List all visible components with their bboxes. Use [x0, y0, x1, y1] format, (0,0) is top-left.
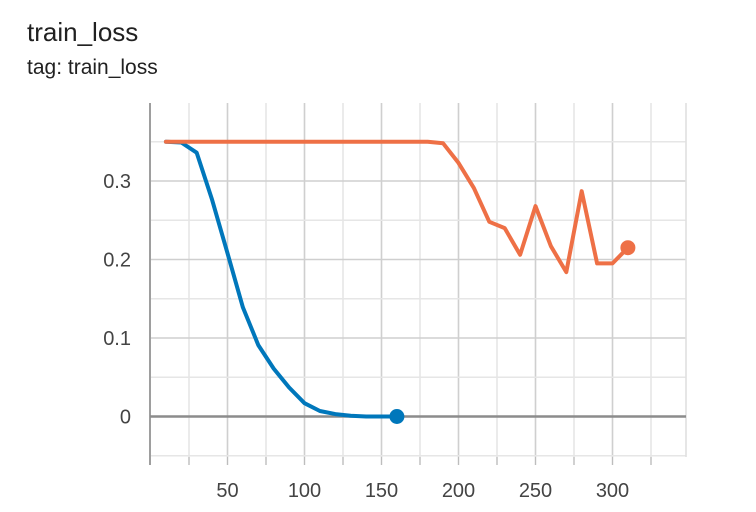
chart-subtitle: tag: train_loss: [27, 56, 158, 79]
x-tick-label: 300: [596, 480, 629, 502]
y-tick-label: 0.3: [103, 171, 131, 193]
series-line-2: [163, 139, 630, 275]
x-tick-label: 150: [365, 480, 398, 502]
tick-labels: 50 100 150 200 250 300 0 0.1 0.2 0.3: [103, 171, 629, 502]
axes: [149, 103, 686, 465]
y-tick-label: 0.1: [103, 328, 131, 350]
series-group: [163, 139, 636, 424]
series-end-point-2[interactable]: [620, 240, 636, 256]
x-tick-label: 200: [442, 480, 475, 502]
x-tick-label: 250: [519, 480, 552, 502]
y-tick-label: 0: [120, 407, 131, 429]
y-tick-label: 0.2: [103, 250, 131, 272]
chart-title: train_loss: [27, 17, 139, 47]
grid: [150, 103, 687, 457]
series-line-1: [163, 139, 399, 419]
x-tick-label: 50: [216, 480, 238, 502]
series-end-point-1[interactable]: [389, 409, 405, 424]
x-tick-label: 100: [288, 480, 321, 502]
